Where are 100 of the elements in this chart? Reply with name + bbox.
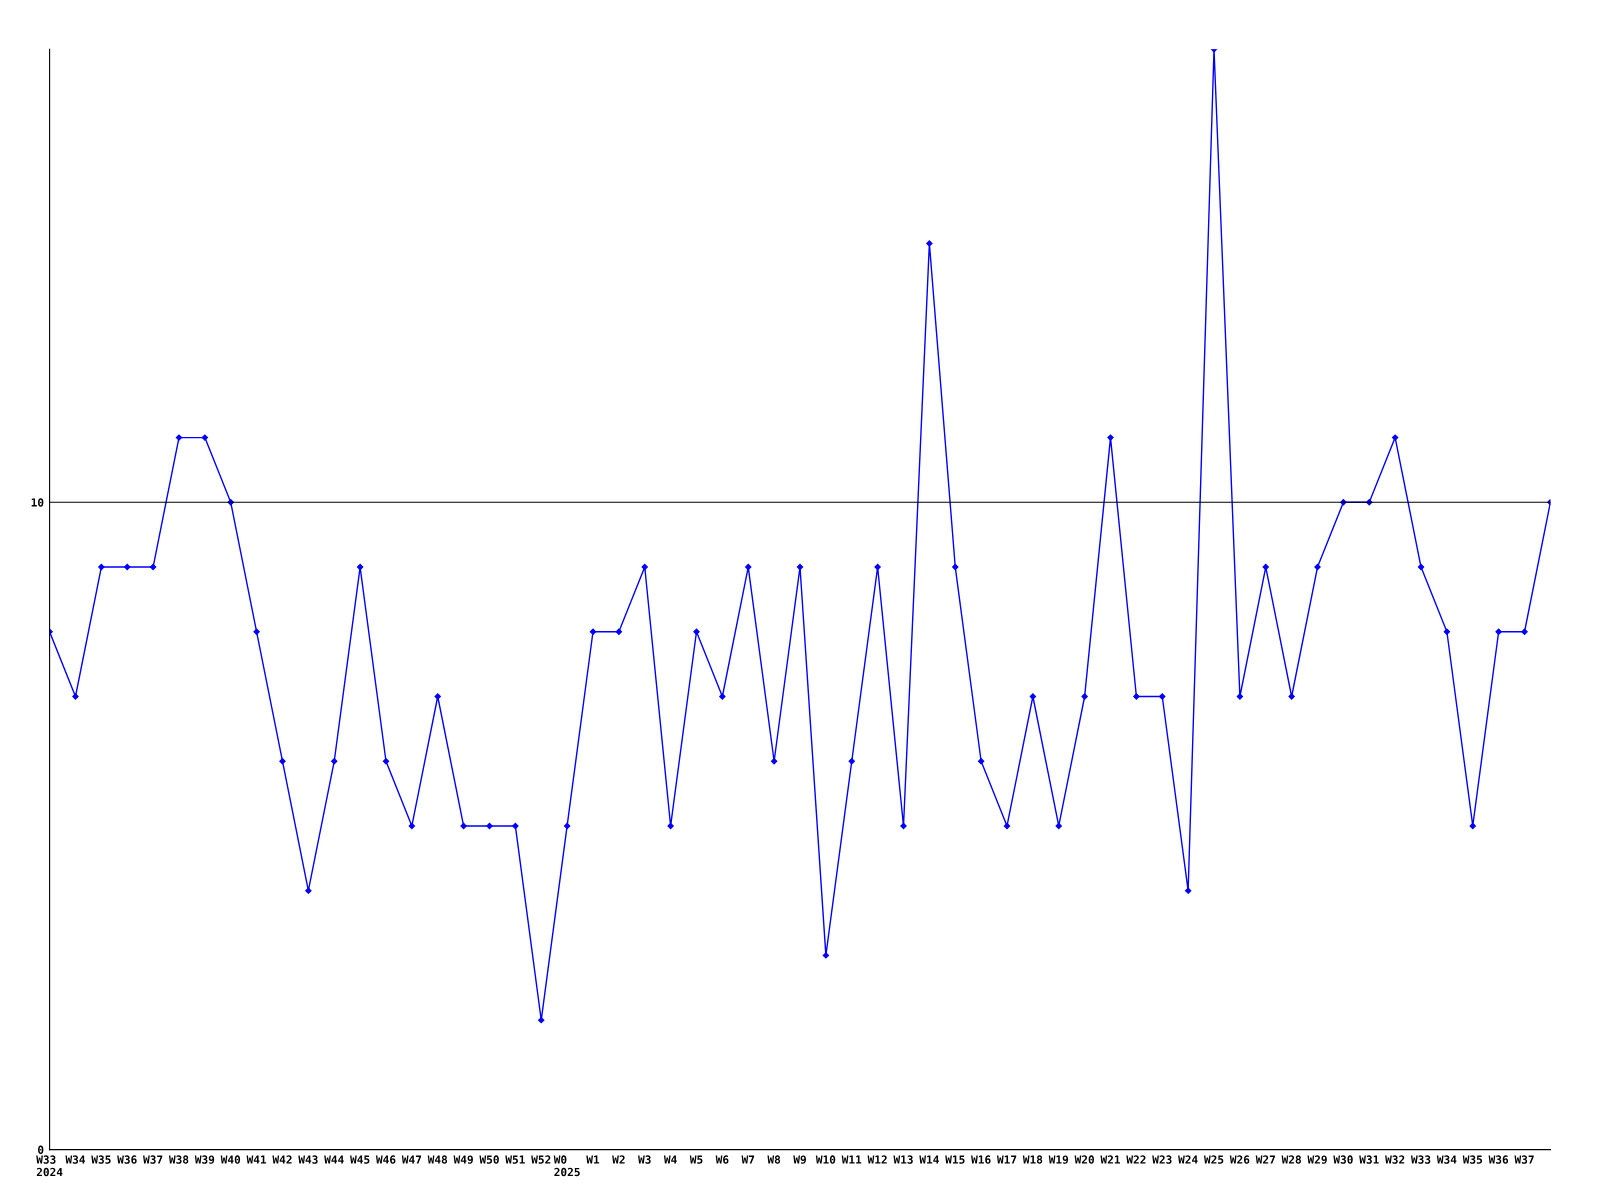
x-tick-label: W10 xyxy=(815,1155,836,1164)
x-tick-label: W30 xyxy=(1333,1155,1353,1164)
point xyxy=(848,758,855,765)
point xyxy=(693,628,700,635)
x-tick-label: W7 xyxy=(741,1155,755,1164)
point xyxy=(1003,822,1011,830)
x-tick-label: W45 xyxy=(350,1155,370,1164)
point xyxy=(926,240,933,247)
point xyxy=(201,434,209,441)
x-tick-label: W37 xyxy=(143,1155,163,1164)
x-tick-label: W33 xyxy=(1410,1155,1431,1164)
x-tick-label: W27 xyxy=(1255,1155,1275,1164)
point xyxy=(1495,628,1502,635)
x-tick-label: W9 xyxy=(793,1155,806,1164)
point xyxy=(874,563,881,571)
x-tick-label: W37 xyxy=(1514,1155,1534,1164)
point xyxy=(1029,693,1037,700)
point xyxy=(1469,822,1476,830)
x-tick-label: W4 xyxy=(663,1155,677,1164)
x-tick-label: W23 xyxy=(1152,1155,1172,1164)
point xyxy=(253,628,260,635)
x-tick-label: W38 xyxy=(168,1155,189,1164)
point xyxy=(1521,628,1528,635)
point xyxy=(900,822,907,830)
x-tick-label: W52 xyxy=(531,1155,551,1164)
point xyxy=(1443,628,1451,635)
x-tick-label: W33 2024 xyxy=(36,1155,63,1177)
x-tick-label: W8 xyxy=(767,1155,781,1164)
x-tick-label: W20 xyxy=(1074,1155,1094,1164)
x-tick-label: W41 xyxy=(246,1155,267,1164)
point xyxy=(667,822,674,830)
x-tick-label: W35 xyxy=(91,1155,111,1164)
x-tick-label: W14 xyxy=(919,1155,939,1164)
x-tick-label: W49 xyxy=(453,1155,473,1164)
point xyxy=(538,1016,545,1024)
point xyxy=(124,563,131,571)
point xyxy=(486,822,493,830)
x-tick-label: W19 xyxy=(1048,1155,1069,1164)
x-tick-label: W0 2025 xyxy=(553,1155,580,1177)
x-tick-label: W47 xyxy=(401,1155,422,1164)
x-tick-label: W48 xyxy=(427,1155,448,1164)
point xyxy=(952,563,959,571)
point xyxy=(641,563,648,571)
point xyxy=(305,887,312,894)
x-tick-label: W28 xyxy=(1281,1155,1301,1164)
x-tick-label: W36 xyxy=(1488,1155,1509,1164)
x-tick-label: W21 xyxy=(1100,1155,1121,1164)
point xyxy=(563,822,571,830)
x-tick-label: W32 xyxy=(1385,1155,1405,1164)
point xyxy=(1236,693,1244,700)
x-tick-label: W5 xyxy=(689,1155,703,1164)
x-tick-label: W3 xyxy=(638,1155,651,1164)
x-tick-label: W35 xyxy=(1462,1155,1483,1164)
point xyxy=(331,758,338,765)
point xyxy=(615,628,623,635)
x-tick-label: W34 xyxy=(1436,1155,1457,1164)
x-tick-label: W17 xyxy=(996,1155,1017,1164)
point xyxy=(1107,434,1114,441)
x-tick-label: W25 xyxy=(1203,1155,1224,1164)
point xyxy=(460,822,467,830)
point xyxy=(770,758,778,765)
x-tick-label: W22 xyxy=(1126,1155,1146,1164)
point xyxy=(822,952,830,959)
point xyxy=(589,628,597,635)
point xyxy=(149,563,157,571)
y-tick-label: 0 xyxy=(38,1145,44,1154)
y-tick-label: 10 xyxy=(31,498,44,507)
x-tick-label: W36 xyxy=(117,1155,137,1164)
point xyxy=(175,434,183,441)
point xyxy=(1262,563,1269,571)
x-tick-label: W34 xyxy=(65,1155,86,1164)
x-tick-label: W1 xyxy=(586,1155,600,1164)
point xyxy=(745,563,752,571)
x-tick-label: W51 xyxy=(505,1155,525,1164)
point xyxy=(382,758,390,765)
point xyxy=(719,693,726,700)
point xyxy=(1184,887,1192,894)
point xyxy=(1081,693,1088,700)
point xyxy=(1391,434,1399,441)
point xyxy=(98,563,105,571)
point xyxy=(408,822,416,830)
x-tick-label: W43 xyxy=(298,1155,318,1164)
point xyxy=(1417,563,1425,571)
x-tick-label: W42 xyxy=(272,1155,292,1164)
x-tick-label: W24 xyxy=(1178,1155,1198,1164)
point xyxy=(1159,693,1166,700)
x-tick-label: W44 xyxy=(324,1155,344,1164)
x-tick-label: W46 xyxy=(375,1155,396,1164)
x-tick-label: W31 xyxy=(1359,1155,1379,1164)
x-tick-label: W6 xyxy=(715,1155,729,1164)
point xyxy=(977,758,985,765)
point xyxy=(1133,693,1140,700)
point xyxy=(279,758,286,765)
x-tick-label: W16 xyxy=(971,1155,991,1164)
point xyxy=(1288,693,1295,700)
x-tick-label: W50 xyxy=(479,1155,499,1164)
x-tick-label: W2 xyxy=(612,1155,625,1164)
point xyxy=(512,822,519,830)
point xyxy=(434,693,441,700)
x-tick-label: W39 xyxy=(194,1155,215,1164)
